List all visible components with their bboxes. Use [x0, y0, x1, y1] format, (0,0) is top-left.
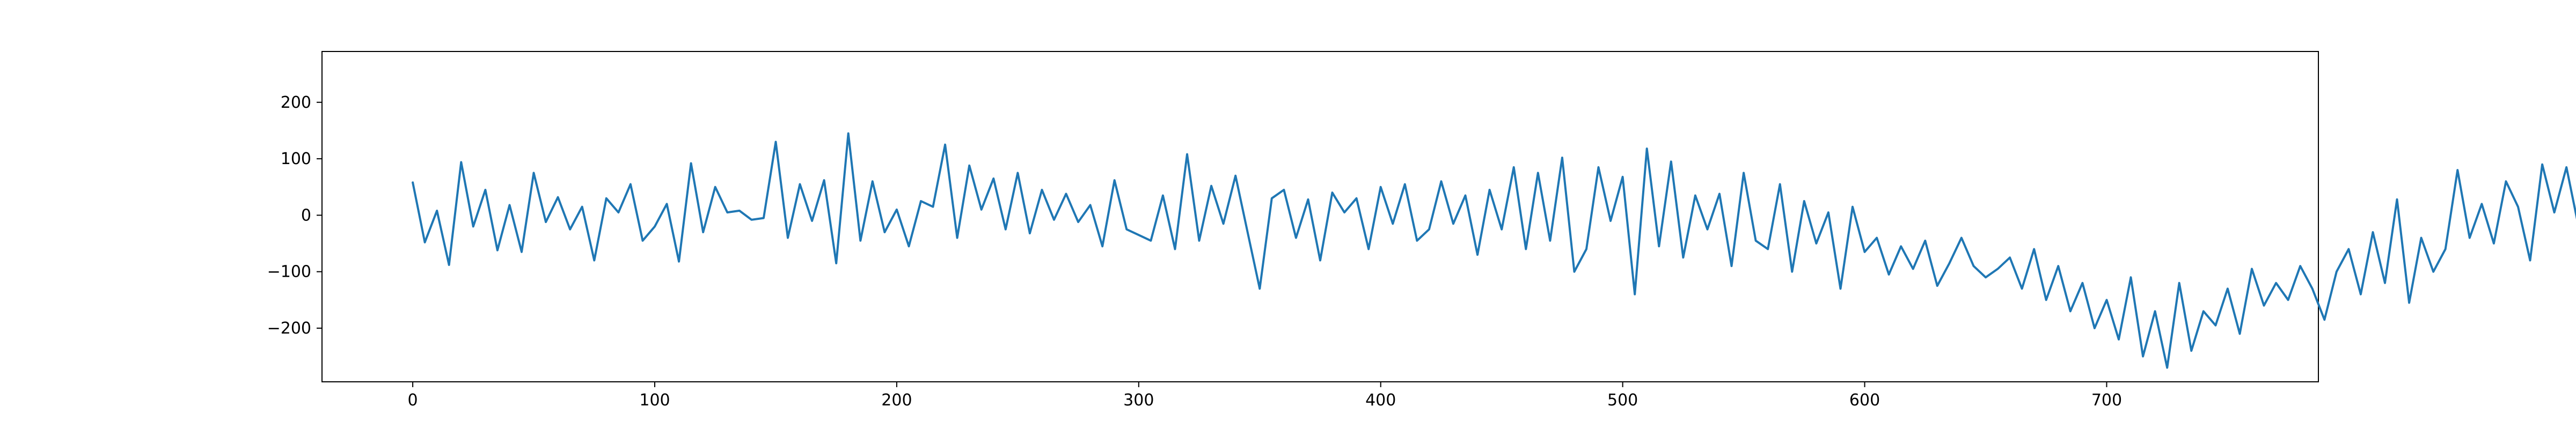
x-tick-label: 400: [1365, 391, 1396, 410]
y-axis: −200 −100 0 100 200: [267, 93, 322, 338]
x-tick-label: 100: [639, 391, 670, 410]
y-tick-label: 200: [281, 93, 311, 112]
x-tick-label: 200: [881, 391, 912, 410]
plot-area: [322, 51, 2576, 382]
y-tick-label: 100: [281, 150, 311, 168]
x-tick-label: 300: [1123, 391, 1154, 410]
y-tick-label: −200: [267, 319, 311, 338]
x-tick-label: 600: [1849, 391, 1880, 410]
y-tick-label: 0: [301, 206, 311, 225]
x-axis: 0 100 200 300 400 500 600 700: [408, 382, 2123, 410]
x-tick-label: 700: [2091, 391, 2122, 410]
axes-frame: [322, 51, 2318, 382]
y-tick-label: −100: [267, 263, 311, 282]
x-tick-label: 500: [1607, 391, 1638, 410]
x-tick-label: 0: [408, 391, 418, 410]
